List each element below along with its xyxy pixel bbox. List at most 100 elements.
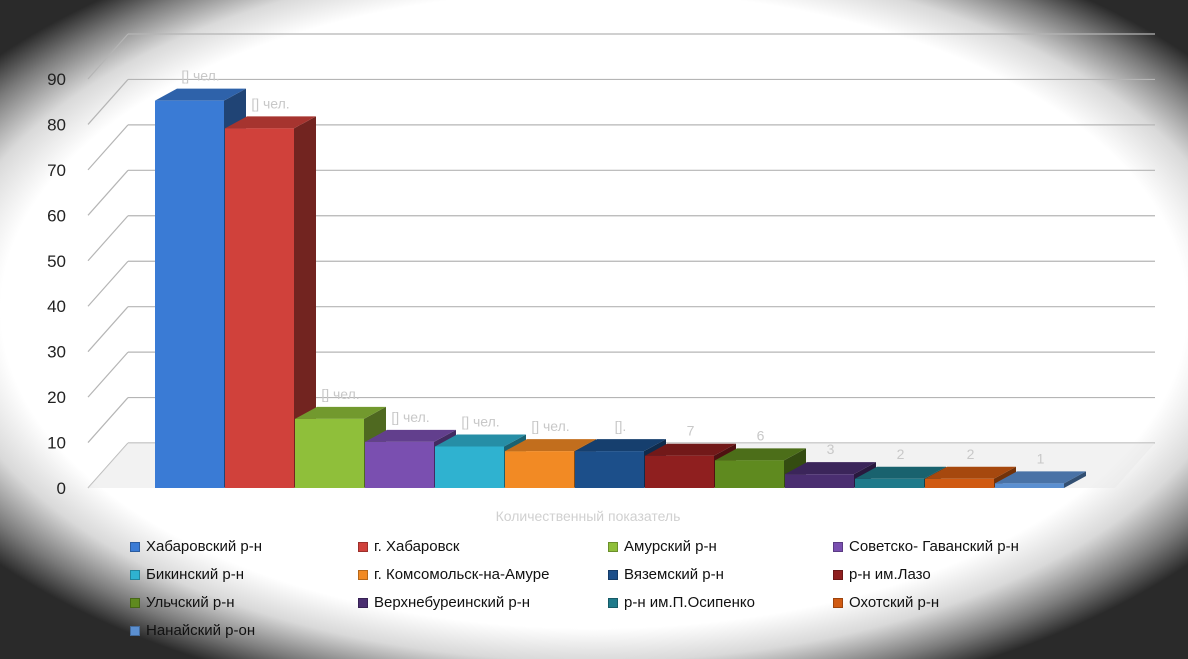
y-tick-label: 90 [47,70,66,89]
bar [715,460,784,488]
legend-swatch [130,597,140,608]
bar-top [785,462,876,475]
legend-label: Бикинский р-н [146,566,245,583]
legend-label: Вяземский р-н [624,566,724,583]
legend-swatch [608,541,618,552]
gridline-depth [87,260,129,307]
legend-label: Хабаровский р-н [146,538,263,555]
legend-swatch [358,569,368,580]
bar [855,478,924,488]
legend-item: Верхнебуреинский р-н [358,594,530,611]
bar [785,474,854,488]
bar-top [365,429,456,442]
bar [155,100,224,489]
y-tick-label: 30 [47,343,66,362]
legend-swatch [358,541,368,552]
gridline-depth [87,397,129,443]
legend-label: г. Хабаровск [374,538,460,555]
bar [365,441,434,488]
bar-side [1064,471,1086,488]
legend-swatch [833,597,843,608]
data-label: [] чел. [251,95,289,111]
data-label: [] чел. [461,414,499,430]
legend-swatch [130,569,140,580]
legend-swatch [130,625,140,636]
legend-label: р-н им.П.Осипенко [624,594,755,611]
data-label: 3 [827,441,835,457]
legend-label: Верхнебуреинский р-н [374,594,531,611]
bar [505,451,574,488]
bar-top [855,466,946,479]
data-label: []. [615,418,627,434]
gridline-depth [87,215,129,262]
legend-swatch [130,541,140,552]
legend-item: р-н им.Лазо [833,566,931,583]
legend-label: г. Комсомольск-на-Амуре [374,566,550,583]
legend-swatch [833,569,843,580]
bar-top [295,406,386,419]
legend-label: Нанайский р-он [146,622,256,639]
legend-swatch [358,597,368,608]
legend-label: Ульчский р-н [146,594,235,611]
legend-swatch [833,541,843,552]
bar-top [435,434,526,447]
legend-item: Нанайский р-он [130,622,255,639]
data-label: [] чел. [321,386,359,402]
legend-label: Амурский р-н [624,538,717,555]
gridline-depth [87,169,129,216]
data-label: [] чел. [391,409,429,425]
data-label: 2 [897,446,905,462]
y-tick-label: 60 [47,206,66,225]
bar-top [645,443,736,456]
legend-label: Советско- Гаванский р-н [849,538,1019,555]
gridline-depth [87,124,129,171]
data-label: 6 [757,427,765,443]
gridline-depth [87,306,129,353]
gridline-depth [87,33,129,80]
legend-swatch [608,597,618,608]
data-label: 7 [687,423,695,439]
y-tick-label: 10 [47,434,66,453]
legend-swatch [608,569,618,580]
bar [995,483,1064,488]
bar-top [575,439,666,452]
legend-item: Советско- Гаванский р-н [833,538,1019,555]
y-tick-label: 0 [57,479,66,498]
y-tick-label: 50 [47,252,66,271]
bar [435,446,504,488]
legend-item: Охотский р-н [833,594,939,611]
data-label: [] чел. [531,418,569,434]
data-label: 1 [1037,450,1045,466]
legend-item: р-н им.П.Осипенко [608,594,755,611]
bar [645,455,714,488]
gridline-depth [87,351,129,398]
legend-item: Хабаровский р-н [130,538,262,555]
bar-side [294,116,316,488]
bar [225,128,294,489]
legend-item: Амурский р-н [608,538,717,555]
gridline-depth [87,79,129,125]
legend-label: р-н им.Лазо [849,566,931,583]
bar-chart-3d: 0 10 20 30 40 50 60 70 80 90 [] чел. [] чел. [] чел.… [47,33,1155,524]
y-tick-label: 70 [47,161,66,180]
bar-top [995,471,1086,484]
bar-top [925,466,1016,479]
x-axis-title: Количественный показатель [496,508,681,524]
legend-item: Вяземский р-н [608,566,724,583]
legend-item: г. Хабаровск [358,538,459,555]
y-tick-label: 20 [47,388,66,407]
legend-item: г. Комсомольск-на-Амуре [358,566,549,583]
y-tick-label: 80 [47,115,66,134]
bar [295,418,364,488]
legend-item: Бикинский р-н [130,566,244,583]
bar-top [155,88,246,101]
bar-top [225,116,316,129]
bar [925,478,994,488]
data-label: [] чел. [181,68,219,84]
legend-item: Ульчский р-н [130,594,235,611]
bar-top [715,448,806,461]
bar-top [505,439,596,452]
bar [575,451,644,488]
y-tick-label: 40 [47,297,66,316]
